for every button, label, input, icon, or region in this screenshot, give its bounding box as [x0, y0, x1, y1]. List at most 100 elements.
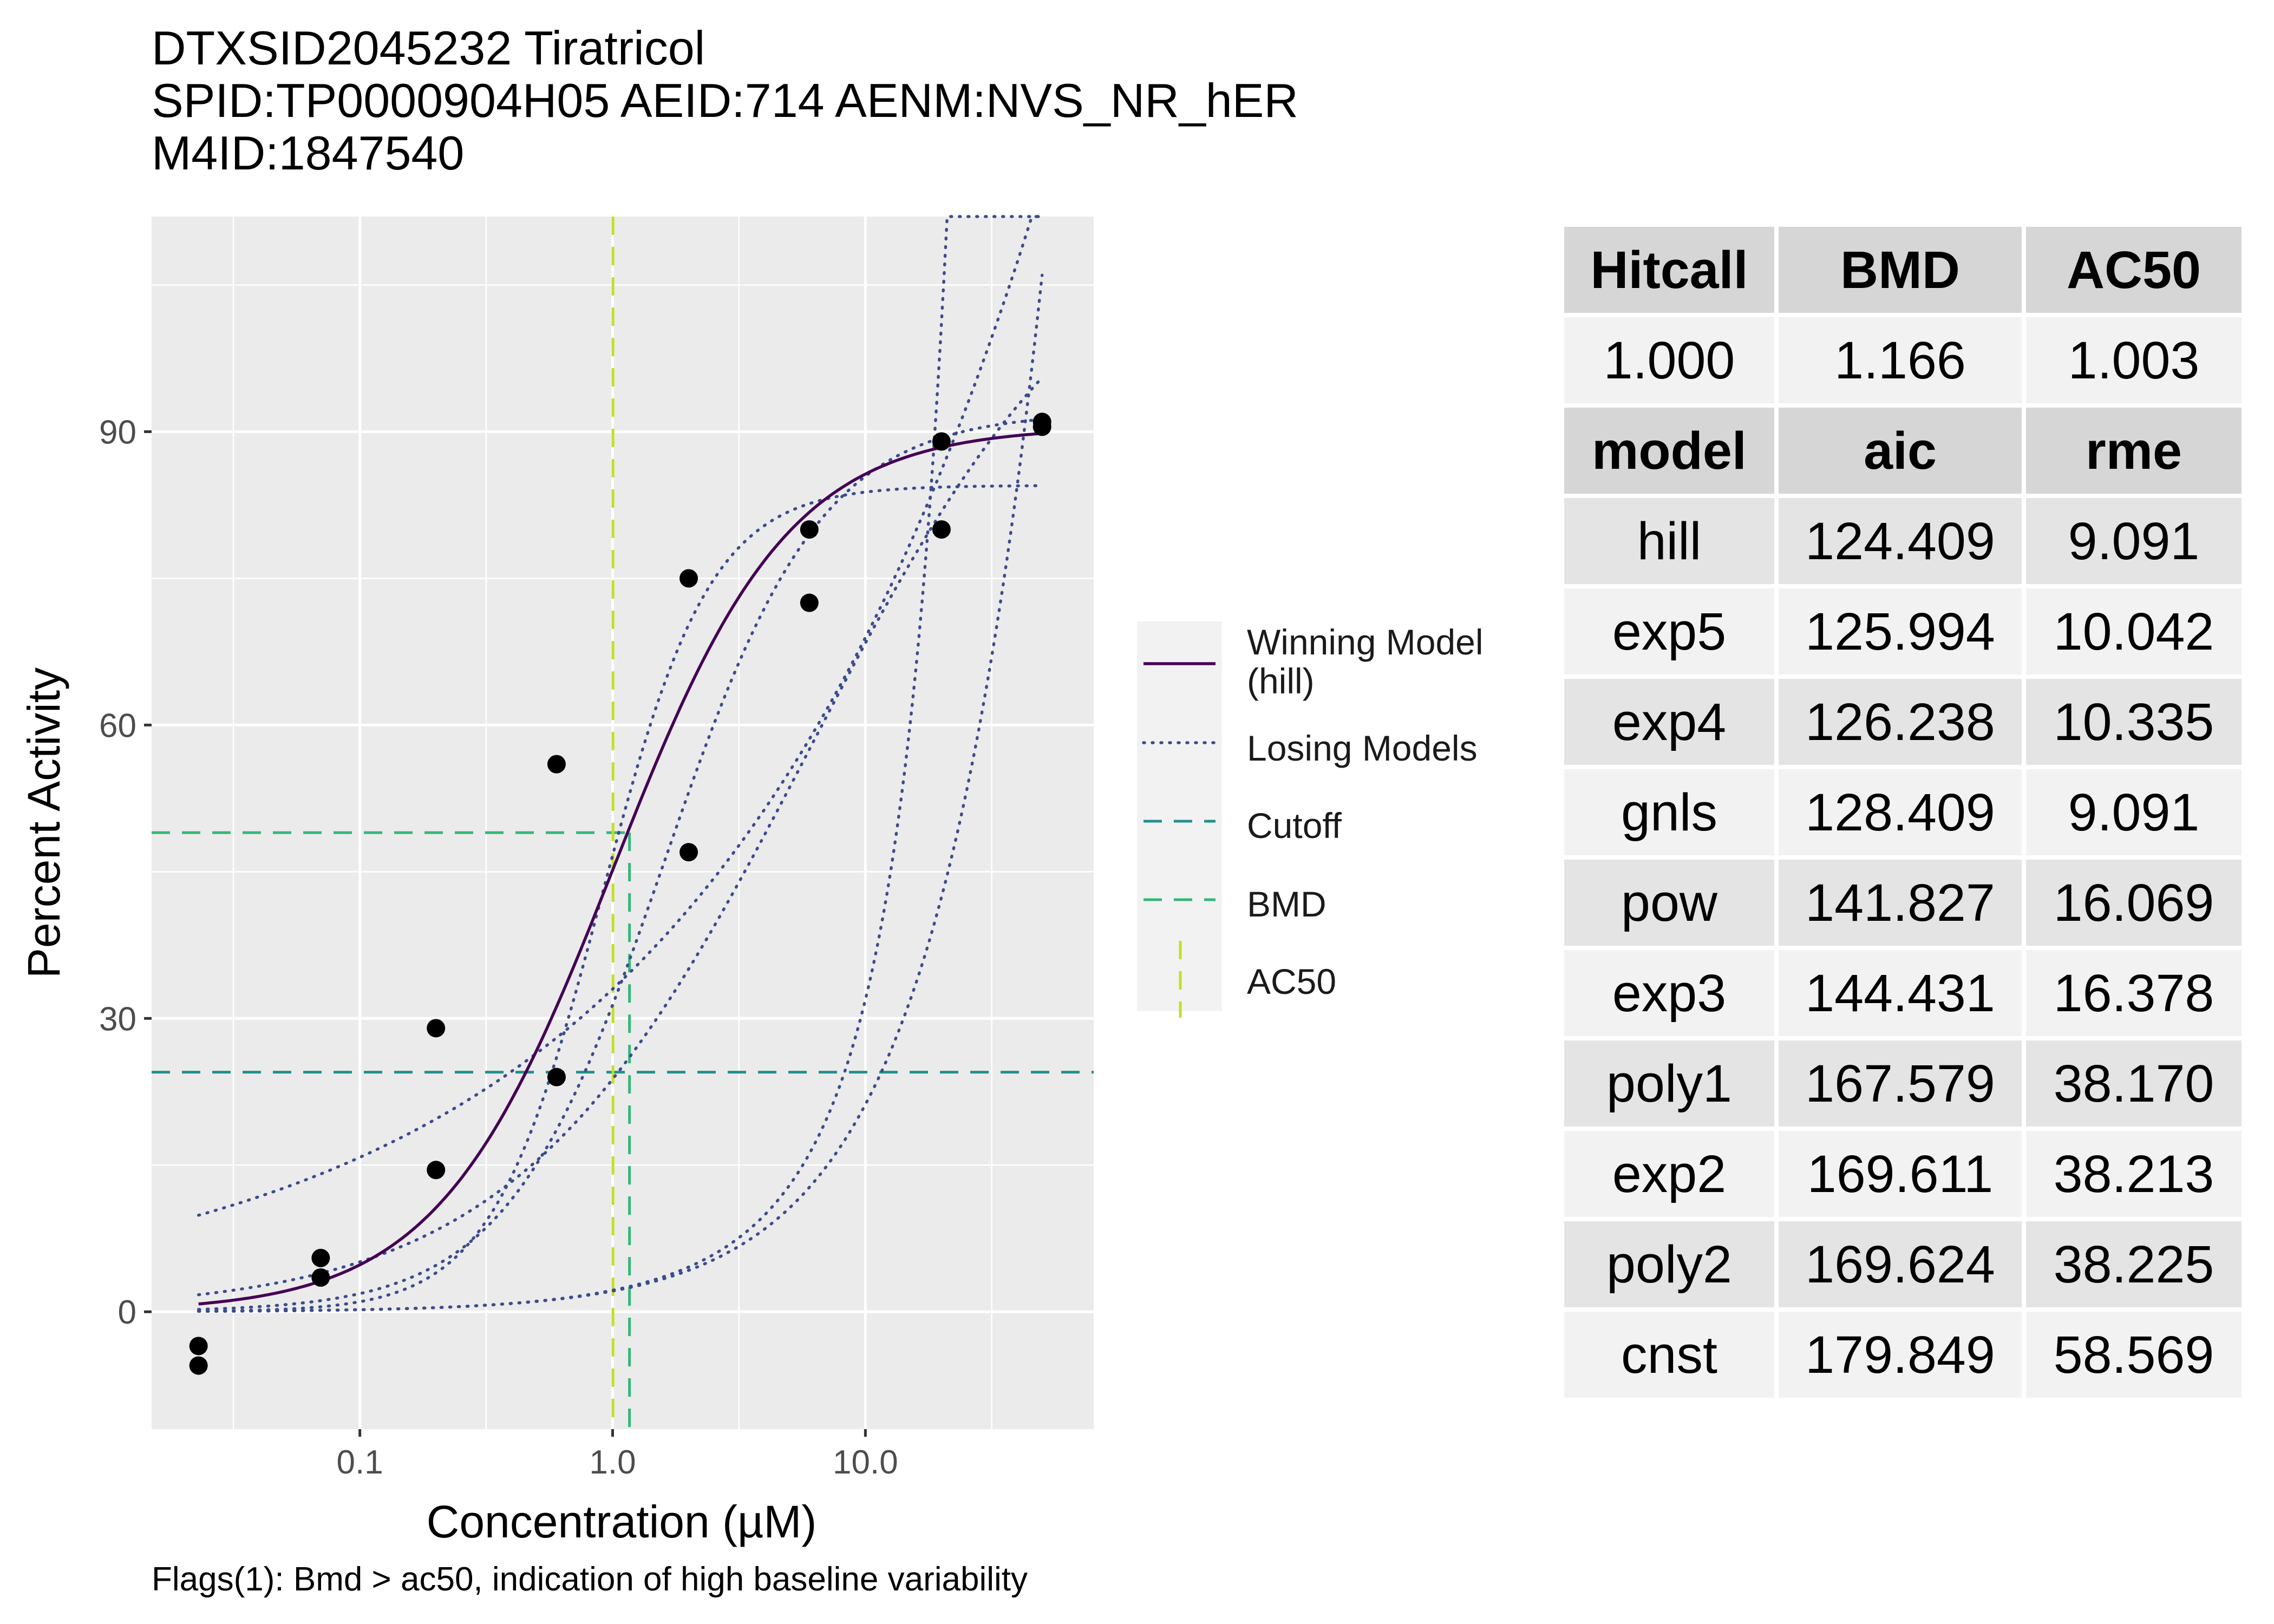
title-line-3: M4ID:1847540: [152, 126, 465, 180]
model-name: poly1: [1564, 1040, 1779, 1131]
legend-label-losing: Losing Models: [1247, 728, 1478, 768]
data-point: [547, 755, 566, 774]
model-name: poly2: [1564, 1221, 1779, 1312]
y-tick-label: 60: [99, 707, 136, 744]
model-aic: 128.409: [1779, 769, 2026, 860]
title-line-1: DTXSID2045232 Tiratricol: [152, 21, 705, 75]
model-rme: 10.042: [2026, 588, 2246, 679]
model-rme: 38.213: [2026, 1131, 2246, 1221]
model-rme: 10.335: [2026, 679, 2246, 769]
table-row: cnst 179.849 58.569: [1564, 1312, 2246, 1402]
model-name: cnst: [1564, 1312, 1779, 1402]
model-name: hill: [1564, 498, 1779, 588]
data-point: [311, 1268, 330, 1287]
losing-model-curve-exp4: [197, 376, 1044, 1296]
model-aic: 167.579: [1779, 1040, 2026, 1131]
model-rme: 38.170: [2026, 1040, 2246, 1131]
model-rme: 16.069: [2026, 860, 2246, 950]
model-aic: 169.624: [1779, 1221, 2026, 1312]
x-tick-label: 1.0: [589, 1444, 636, 1481]
model-aic: 179.849: [1779, 1312, 2026, 1402]
y-tick-label: 30: [99, 1000, 136, 1038]
model-aic: 126.238: [1779, 679, 2026, 769]
ac50-value: 1.003: [2026, 317, 2246, 408]
hitcall-value: 1.000: [1564, 317, 1779, 408]
data-point: [427, 1161, 446, 1180]
header-rme: rme: [2026, 408, 2246, 498]
model-name: gnls: [1564, 769, 1779, 860]
y-tick-label: 0: [118, 1294, 136, 1331]
legend-label-bmd: BMD: [1247, 884, 1327, 924]
table-row: pow 141.827 16.069: [1564, 860, 2246, 950]
table-row: exp4 126.238 10.335: [1564, 679, 2246, 769]
table-header-row: Hitcall BMD AC50: [1564, 227, 2246, 317]
reference-lines: [152, 217, 1094, 1429]
y-tick-label: 90: [99, 414, 136, 451]
header-ac50: AC50: [2026, 227, 2246, 317]
table-summary-row: 1.000 1.166 1.003: [1564, 317, 2246, 408]
legend-label-cutoff: Cutoff: [1247, 806, 1342, 846]
legend-label-ac50: AC50: [1247, 961, 1337, 1001]
bmd-value: 1.166: [1779, 317, 2026, 408]
header-aic: aic: [1779, 408, 2026, 498]
legend-label-winning: Winning Model (hill): [1247, 622, 1484, 701]
table-row: poly2 169.624 38.225: [1564, 1221, 2246, 1312]
model-name: pow: [1564, 860, 1779, 950]
model-aic: 125.994: [1779, 588, 2026, 679]
grid-minor: [152, 217, 1094, 1429]
table-row: poly1 167.579 38.170: [1564, 1040, 2246, 1131]
data-point: [679, 843, 698, 862]
data-point: [800, 593, 819, 612]
data-point: [189, 1356, 208, 1375]
header-bmd: BMD: [1779, 227, 2026, 317]
model-aic: 141.827: [1779, 860, 2026, 950]
model-name: exp3: [1564, 950, 1779, 1040]
losing-model-curve-gnls: [197, 484, 1044, 1313]
losing-model-curve-pow: [197, 215, 1044, 1217]
model-rme: 16.378: [2026, 950, 2246, 1040]
model-rme: 9.091: [2026, 498, 2246, 588]
model-rme: 58.569: [2026, 1312, 2246, 1402]
data-points: [189, 412, 1051, 1375]
model-name: exp4: [1564, 679, 1779, 769]
data-point: [189, 1337, 208, 1355]
y-axis-label: Percent Activity: [18, 667, 69, 978]
model-aic: 169.611: [1779, 1131, 2026, 1221]
data-point: [427, 1019, 446, 1038]
title-line-2: SPID:TP0000904H05 AEID:714 AENM:NVS_NR_h…: [152, 74, 1298, 127]
legend-keys: [1137, 621, 1222, 1018]
data-point: [679, 569, 698, 588]
model-rme: 38.225: [2026, 1221, 2246, 1312]
model-aic: 124.409: [1779, 498, 2026, 588]
flags-footnote: Flags(1): Bmd > ac50, indication of high…: [152, 1561, 1028, 1598]
winning-model-curve: [198, 431, 1042, 1306]
data-point: [311, 1248, 330, 1267]
table-row: exp5 125.994 10.042: [1564, 588, 2246, 679]
header-hitcall: Hitcall: [1564, 227, 1779, 317]
header-model: model: [1564, 408, 1779, 498]
model-rme: 9.091: [2026, 769, 2246, 860]
data-point: [932, 520, 951, 539]
data-point: [547, 1068, 566, 1086]
chart-title: DTXSID2045232 Tiratricol SPID:TP0000904H…: [152, 22, 1298, 179]
model-name: exp2: [1564, 1131, 1779, 1221]
data-point: [932, 432, 951, 451]
losing-model-curve-exp5: [197, 417, 1044, 1311]
stats-table: Hitcall BMD AC50 1.000 1.166 1.003 model…: [1564, 227, 2246, 1402]
table-row: exp3 144.431 16.378: [1564, 950, 2246, 1040]
table-row: gnls 128.409 9.091: [1564, 769, 2246, 860]
table-row: exp2 169.611 38.213: [1564, 1131, 2246, 1221]
model-aic: 144.431: [1779, 950, 2026, 1040]
x-tick-label: 0.1: [337, 1444, 383, 1481]
table-model-header-row: model aic rme: [1564, 408, 2246, 498]
losing-model-curve-exp3: [197, 215, 1044, 1313]
x-axis-label: Concentration (µM): [427, 1496, 817, 1547]
data-point: [1033, 417, 1051, 436]
model-curves: [197, 215, 1044, 1313]
axes: 0.1 1.0 10.0 0 30 60 90: [99, 414, 898, 1481]
plot-panel: [152, 217, 1094, 1429]
model-name: exp5: [1564, 588, 1779, 679]
table-row: hill 124.409 9.091: [1564, 498, 2246, 588]
x-tick-label: 10.0: [833, 1444, 898, 1481]
